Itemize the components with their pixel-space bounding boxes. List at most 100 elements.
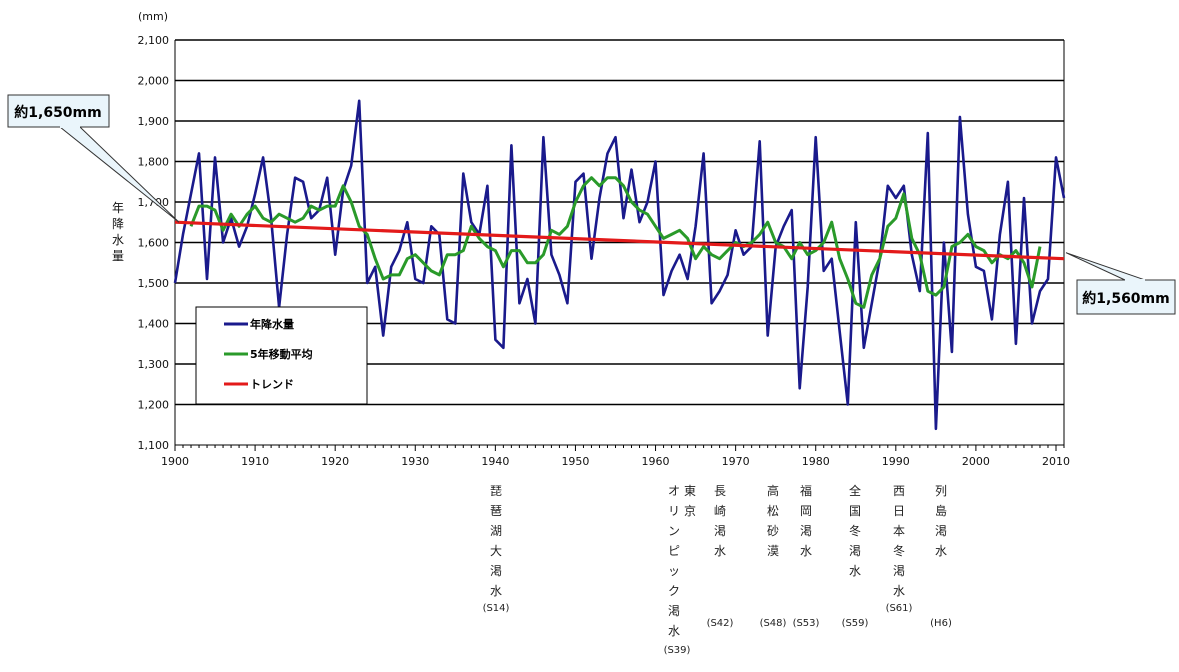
series-line-1	[173, 99, 1066, 431]
x-tick-label: 1910	[241, 455, 269, 468]
event-char: 松	[767, 504, 779, 518]
event-code: (S61)	[886, 603, 913, 614]
event-char: 大	[490, 544, 502, 558]
event-char: 冬	[849, 523, 861, 538]
event-char: リ	[668, 504, 680, 518]
event-char: ン	[668, 524, 680, 538]
event-char: 水	[490, 584, 502, 598]
callouts: 約1,650mm 約1,560mm	[7, 94, 1176, 315]
event-char: 漠	[767, 544, 779, 558]
event-char: ッ	[668, 564, 680, 578]
event-char: 国	[849, 504, 861, 518]
event-char: 高	[767, 483, 779, 498]
x-tick-label: 2000	[962, 455, 990, 468]
event-char: 西	[893, 484, 905, 498]
event-code: (S14)	[483, 603, 510, 614]
event-char: 渇	[800, 524, 812, 538]
event-char: 列	[935, 484, 947, 498]
y-tick-label: 1,300	[138, 358, 170, 371]
y-tick-label: 1,800	[138, 156, 170, 169]
x-tick-label: 1930	[401, 455, 429, 468]
event-char: 渇	[714, 524, 726, 538]
event-char: ピ	[668, 544, 680, 558]
x-tick-label: 1980	[802, 455, 830, 468]
y-tick-label: 2,000	[138, 75, 170, 88]
event-char: 湖	[490, 523, 502, 538]
series-line-2	[189, 176, 1042, 309]
event-char: 水	[668, 624, 680, 638]
event-char: 崎	[714, 504, 726, 518]
y-axis-label: 年降水量	[112, 201, 124, 263]
event-char: 水	[800, 544, 812, 558]
event-char: 渇	[893, 564, 905, 578]
callout-pointer-right	[1065, 252, 1146, 281]
x-tick-label: 1970	[722, 455, 750, 468]
event-char: 本	[893, 524, 905, 538]
event-code: (S48)	[760, 618, 787, 629]
event-char: 水	[935, 544, 947, 558]
event-char: ク	[668, 584, 680, 598]
y-axis-label-char: 降	[112, 217, 124, 231]
y-axis-unit: (mm)	[138, 10, 168, 23]
event-char: 渇	[668, 604, 680, 618]
event-char: 渇	[935, 524, 947, 538]
x-tick-label: 1900	[161, 455, 189, 468]
event-char: 東	[684, 484, 696, 498]
event-char: 渇	[849, 544, 861, 558]
y-tick-label: 1,100	[138, 439, 170, 452]
y-tick-label: 1,500	[138, 277, 170, 290]
callout-text-right: 約1,560mm	[1082, 290, 1169, 307]
event-char: 日	[893, 504, 905, 518]
drought-events: 琵琶湖大渇水(S14)東京オリンピック渇水(S39)長崎渇水(S42)高松砂漠(…	[483, 483, 952, 656]
x-tick-label: 1990	[882, 455, 910, 468]
y-tick-label: 2,100	[138, 34, 170, 47]
event-char: 水	[849, 564, 861, 578]
series-lines	[173, 99, 1066, 431]
event-char: オ	[668, 484, 680, 498]
event-char: 岡	[800, 504, 812, 518]
event-char: 京	[684, 504, 696, 518]
series-line-3	[174, 220, 1065, 261]
event-code: (S59)	[842, 618, 869, 629]
event-char: 琵	[490, 484, 502, 498]
event-char: 水	[714, 544, 726, 558]
y-tick-label: 1,400	[138, 318, 170, 331]
x-tick-label: 1950	[561, 455, 589, 468]
x-tick-label: 1960	[642, 455, 670, 468]
x-tick-label: 2010	[1042, 455, 1070, 468]
callout-text-left: 約1,650mm	[14, 104, 101, 121]
y-axis-label-char: 量	[112, 249, 124, 263]
event-char: 砂	[767, 524, 779, 538]
event-char: 島	[935, 503, 947, 518]
y-axis-label-char: 水	[112, 233, 124, 247]
event-code: (S53)	[793, 618, 820, 629]
event-char: 冬	[893, 543, 905, 558]
y-tick-label: 1,600	[138, 237, 170, 250]
event-char: 長	[714, 484, 726, 498]
x-tick-label: 1940	[481, 455, 509, 468]
event-code: (H6)	[930, 618, 952, 629]
event-char: 福	[800, 483, 812, 498]
legend-label: 年降水量	[250, 317, 294, 331]
event-char: 琶	[490, 504, 502, 518]
event-char: 全	[849, 483, 861, 498]
callout-box-left	[7, 94, 110, 128]
y-axis-label-char: 年	[112, 201, 124, 215]
event-char: 渇	[490, 564, 502, 578]
event-code: (S42)	[707, 618, 734, 629]
y-tick-label: 1,200	[138, 399, 170, 412]
x-tick-label: 1920	[321, 455, 349, 468]
event-code: (S39)	[664, 645, 691, 656]
y-tick-label: 1,900	[138, 115, 170, 128]
legend-label: トレンド	[250, 378, 294, 391]
